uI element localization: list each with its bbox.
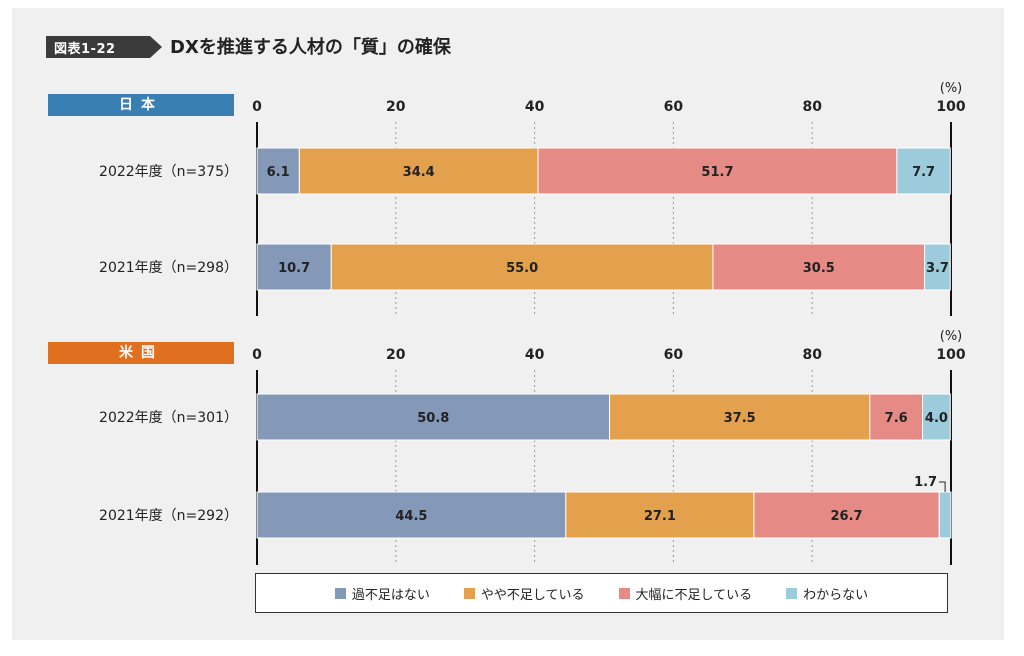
unit-label: (%) bbox=[940, 81, 963, 96]
legend-swatch bbox=[786, 587, 798, 599]
data-label: 4.0 bbox=[925, 411, 948, 426]
x-tick-label: 80 bbox=[802, 347, 822, 363]
legend-label: わからない bbox=[803, 587, 869, 603]
legend-swatch bbox=[618, 587, 630, 599]
x-tick-label: 60 bbox=[664, 347, 684, 363]
x-tick-label: 40 bbox=[525, 99, 545, 115]
bar-segment bbox=[922, 393, 951, 441]
legend-item: やや不足している bbox=[463, 584, 585, 603]
x-tick-label: 40 bbox=[525, 347, 545, 363]
bar-segment bbox=[330, 243, 714, 291]
x-tick-label: 0 bbox=[252, 99, 262, 115]
bar-segment bbox=[924, 243, 951, 291]
category-label: 2021年度（n=292） bbox=[99, 508, 238, 524]
figure-tag: 図表1-22 bbox=[46, 36, 164, 58]
region-label-japan: 日本 bbox=[48, 94, 234, 116]
data-label: 10.7 bbox=[278, 261, 310, 276]
bar-segment bbox=[896, 147, 951, 195]
data-label: 7.6 bbox=[885, 411, 908, 426]
legend-item: わからない bbox=[786, 584, 868, 603]
unit-label: (%) bbox=[940, 329, 963, 344]
category-label: 2021年度（n=298） bbox=[99, 260, 238, 276]
data-label: 44.5 bbox=[395, 509, 427, 524]
figure-tag-label: 図表1-22 bbox=[54, 42, 116, 57]
data-label: 7.7 bbox=[912, 165, 935, 180]
legend-label: 過不足はない bbox=[351, 587, 430, 603]
bar-segment bbox=[712, 243, 926, 291]
legend-item: 過不足はない bbox=[334, 584, 430, 603]
x-tick-label: 60 bbox=[664, 99, 684, 115]
x-tick-label: 20 bbox=[386, 99, 406, 115]
data-label: 50.8 bbox=[417, 411, 449, 426]
bar-segment bbox=[565, 491, 755, 539]
legend: 過不足はない やや不足している 大幅に不足している わからない bbox=[255, 573, 948, 613]
bar-segment bbox=[609, 393, 871, 441]
data-label: 3.7 bbox=[926, 261, 949, 276]
x-tick-label: 20 bbox=[386, 347, 406, 363]
bar-segment bbox=[753, 491, 940, 539]
x-tick-label: 80 bbox=[802, 99, 822, 115]
data-label: 37.5 bbox=[724, 411, 756, 426]
data-label: 30.5 bbox=[803, 261, 835, 276]
bar-segment bbox=[256, 243, 332, 291]
legend-swatch bbox=[463, 587, 475, 599]
data-label: 26.7 bbox=[831, 509, 863, 524]
bar-segment bbox=[256, 393, 611, 441]
region-label-us: 米国 bbox=[48, 342, 234, 364]
data-label: 34.4 bbox=[403, 165, 435, 180]
category-label: 2022年度（n=301） bbox=[99, 410, 238, 426]
legend-swatch bbox=[334, 587, 346, 599]
bar-segment bbox=[938, 491, 952, 539]
legend-label: やや不足している bbox=[480, 587, 585, 603]
category-label: 2022年度（n=375） bbox=[99, 164, 238, 180]
data-label: 51.7 bbox=[701, 165, 733, 180]
leader-line bbox=[939, 481, 946, 492]
legend-label: 大幅に不足している bbox=[635, 587, 753, 603]
data-label: 6.1 bbox=[267, 165, 290, 180]
data-label: 1.7 bbox=[914, 475, 937, 490]
data-label: 55.0 bbox=[506, 261, 538, 276]
x-tick-label: 100 bbox=[936, 99, 965, 115]
bar-segment bbox=[537, 147, 898, 195]
legend-item: 大幅に不足している bbox=[618, 584, 753, 603]
bar-segment bbox=[298, 147, 539, 195]
data-label: 27.1 bbox=[644, 509, 676, 524]
x-tick-label: 0 bbox=[252, 347, 262, 363]
x-tick-label: 100 bbox=[936, 347, 965, 363]
figure-tag-shape bbox=[46, 36, 162, 58]
figure-title: DXを推進する人材の「質」の確保 bbox=[170, 37, 451, 58]
